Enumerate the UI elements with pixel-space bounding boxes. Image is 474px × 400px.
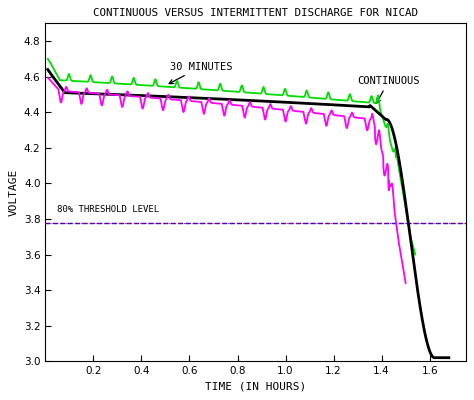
Title: CONTINUOUS VERSUS INTERMITTENT DISCHARGE FOR NICAD: CONTINUOUS VERSUS INTERMITTENT DISCHARGE… <box>93 8 418 18</box>
Text: 30 MINUTES: 30 MINUTES <box>169 62 233 84</box>
X-axis label: TIME (IN HOURS): TIME (IN HOURS) <box>205 382 306 392</box>
Text: CONTINUOUS: CONTINUOUS <box>357 76 420 103</box>
Text: 80% THRESHOLD LEVEL: 80% THRESHOLD LEVEL <box>57 205 160 214</box>
Y-axis label: VOLTAGE: VOLTAGE <box>9 169 18 216</box>
